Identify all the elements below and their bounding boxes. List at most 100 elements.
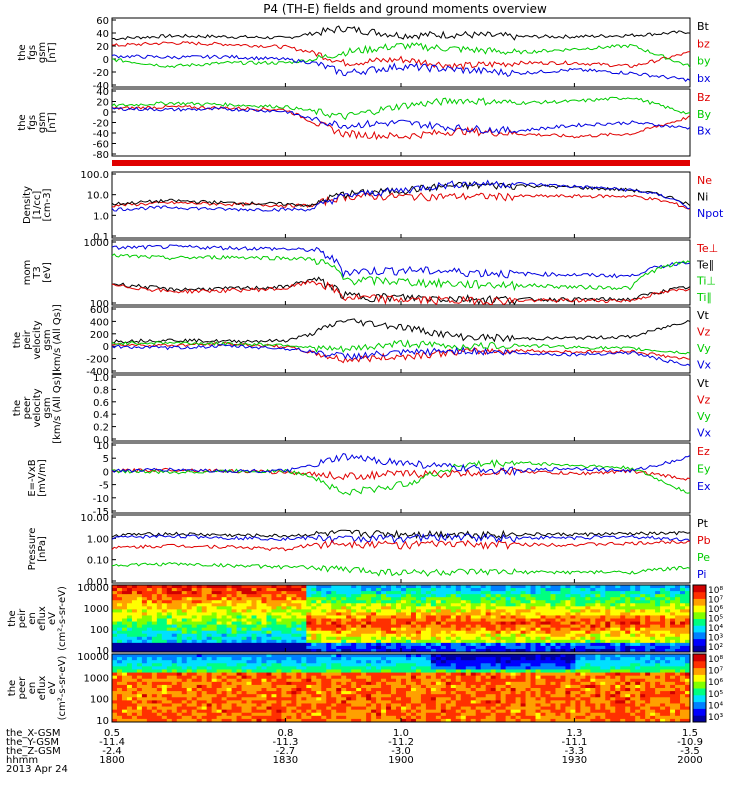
spectrogram-cell [510, 684, 516, 689]
spectrogram-cell [226, 618, 232, 622]
spectrogram-cell [271, 688, 277, 692]
colorbar-segment [693, 605, 706, 613]
spectrogram-cell [480, 715, 487, 720]
spectrogram-cell [191, 621, 198, 625]
spectrogram-cell [540, 615, 546, 619]
spectrogram-cell [351, 706, 357, 711]
spectrogram-cell [341, 642, 347, 647]
spectrogram-cell [236, 639, 242, 644]
spectrogram-cell [246, 663, 252, 667]
spectrogram-cell [286, 606, 292, 610]
spectrogram-cell [545, 609, 551, 613]
spectrogram-cell [131, 618, 138, 622]
spectrogram-cell [316, 706, 322, 711]
spectrogram-cell [281, 645, 287, 650]
spectrogram-cell [595, 603, 601, 607]
spectrogram-cell [146, 712, 153, 717]
spectrogram-cell [171, 694, 178, 698]
spectrogram-cell [495, 675, 502, 680]
spectrogram-cell [341, 709, 347, 714]
spectrogram-cell [530, 666, 536, 670]
spectrogram-cell [291, 697, 297, 701]
spectrogram-cell [495, 688, 502, 692]
spectrogram-cell [460, 615, 467, 619]
spectrogram-cell [396, 648, 402, 653]
spectrogram-cell [465, 627, 472, 632]
spectrogram-cell [156, 627, 163, 632]
series-line-black [111, 181, 691, 208]
spectrogram-cell [460, 678, 467, 683]
spectrogram-cell [520, 678, 526, 683]
spectrogram-cell [525, 666, 531, 670]
spectrogram-cell [291, 675, 297, 680]
spectrogram-cell [301, 621, 307, 625]
spectrogram-cell [261, 660, 267, 664]
spectrogram-cell [376, 709, 382, 714]
spectrogram-cell [396, 645, 402, 650]
spectrogram-cell [386, 681, 392, 686]
spectrogram-cell [655, 609, 661, 613]
spectrogram-cell [176, 700, 183, 704]
spectrogram-cell [126, 630, 133, 635]
spectrogram-cell [246, 657, 252, 661]
spectrogram-cell [146, 618, 153, 622]
spectrogram-cell [366, 645, 372, 650]
spectrogram-cell [286, 648, 292, 653]
spectrogram-cell [366, 597, 372, 601]
spectrogram-cell [271, 654, 277, 658]
spectrogram-cell [331, 609, 337, 613]
spectrogram-cell [236, 642, 242, 647]
spectrogram-cell [420, 681, 427, 686]
spectrogram-cell [166, 678, 173, 683]
spectrogram-cell [311, 672, 317, 677]
spectrogram-cell [126, 694, 133, 698]
spectrogram-cell [455, 615, 462, 619]
spectrogram-cell [286, 654, 292, 658]
spectrogram-cell [291, 609, 297, 613]
spectrogram-cell [480, 694, 487, 698]
spectrogram-cell [176, 691, 183, 695]
spectrogram-cell [505, 678, 512, 683]
spectrogram-cell [465, 648, 472, 653]
spectrogram-cell [266, 684, 272, 689]
spectrogram-cell [371, 691, 377, 695]
spectrogram-cell [356, 663, 362, 667]
legend-entry: bx [697, 72, 711, 85]
spectrogram-cell [605, 642, 611, 647]
spectrogram-cell [535, 660, 541, 664]
spectrogram-cell [660, 585, 666, 589]
spectrogram-cell [480, 639, 487, 644]
spectrogram-cell [121, 609, 128, 613]
spectrogram-cell [276, 715, 282, 720]
spectrogram-cell [281, 697, 287, 701]
spectrogram-cell [326, 621, 332, 625]
spectrogram-cell [675, 645, 681, 650]
spectrogram-cell [535, 630, 541, 635]
spectrogram-cell [660, 636, 666, 641]
spectrogram-cell [670, 621, 676, 625]
spectrogram-cell [580, 588, 586, 592]
spectrogram-cell [186, 712, 193, 717]
spectrogram-cell [136, 594, 143, 598]
spectrogram-cell [336, 597, 342, 601]
spectrogram-cell [281, 675, 287, 680]
spectrogram-cell [495, 684, 502, 689]
spectrogram-cell [236, 657, 242, 661]
spectrogram-cell [530, 669, 536, 673]
spectrogram-cell [211, 684, 218, 689]
spectrogram-cell [475, 588, 482, 592]
spectrogram-cell [221, 672, 227, 677]
spectrogram-cell [505, 666, 512, 670]
spectrogram-cell [136, 603, 143, 607]
spectrogram-cell [136, 718, 143, 723]
spectrogram-cell [281, 681, 287, 686]
spectrogram-cell [336, 621, 342, 625]
spectrogram-cell [575, 606, 581, 610]
spectrogram-cell [570, 597, 576, 601]
spectrogram-cell [490, 669, 497, 673]
spectrogram-cell [475, 691, 482, 695]
spectrogram-cell [171, 603, 178, 607]
spectrogram-cell [560, 657, 566, 661]
spectrogram-cell [525, 697, 531, 701]
spectrogram-cell [256, 672, 262, 677]
